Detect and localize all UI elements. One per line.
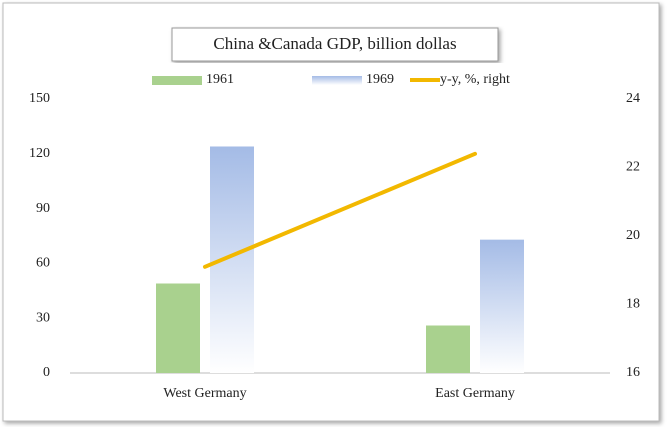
bar [210, 146, 254, 373]
bar [426, 325, 470, 373]
y2-tick-label: 24 [626, 91, 640, 106]
chart-title: China &Canada GDP, billion dollas [213, 34, 456, 53]
bar [480, 239, 524, 373]
y2-tick-label: 22 [626, 160, 640, 175]
legend-label: 1969 [366, 72, 394, 87]
title-box [171, 27, 499, 62]
x-tick-label: East Germany [435, 386, 515, 401]
bar [156, 283, 200, 373]
y2-tick-label: 18 [626, 297, 640, 312]
legend-swatch [312, 76, 362, 85]
y-tick-label: 120 [29, 146, 50, 161]
y-tick-label: 0 [43, 365, 50, 380]
x-tick-label: West Germany [163, 386, 246, 401]
y-tick-label: 90 [36, 201, 50, 216]
y2-tick-label: 20 [626, 228, 640, 243]
y-tick-label: 60 [36, 256, 50, 271]
y2-tick-label: 16 [626, 365, 640, 380]
legend-label: y-y, %, right [440, 72, 510, 87]
y-tick-label: 150 [29, 91, 50, 106]
legend-label: 1961 [206, 72, 234, 87]
y-tick-label: 30 [36, 310, 50, 325]
line [203, 151, 477, 269]
legend-swatch [152, 76, 202, 85]
